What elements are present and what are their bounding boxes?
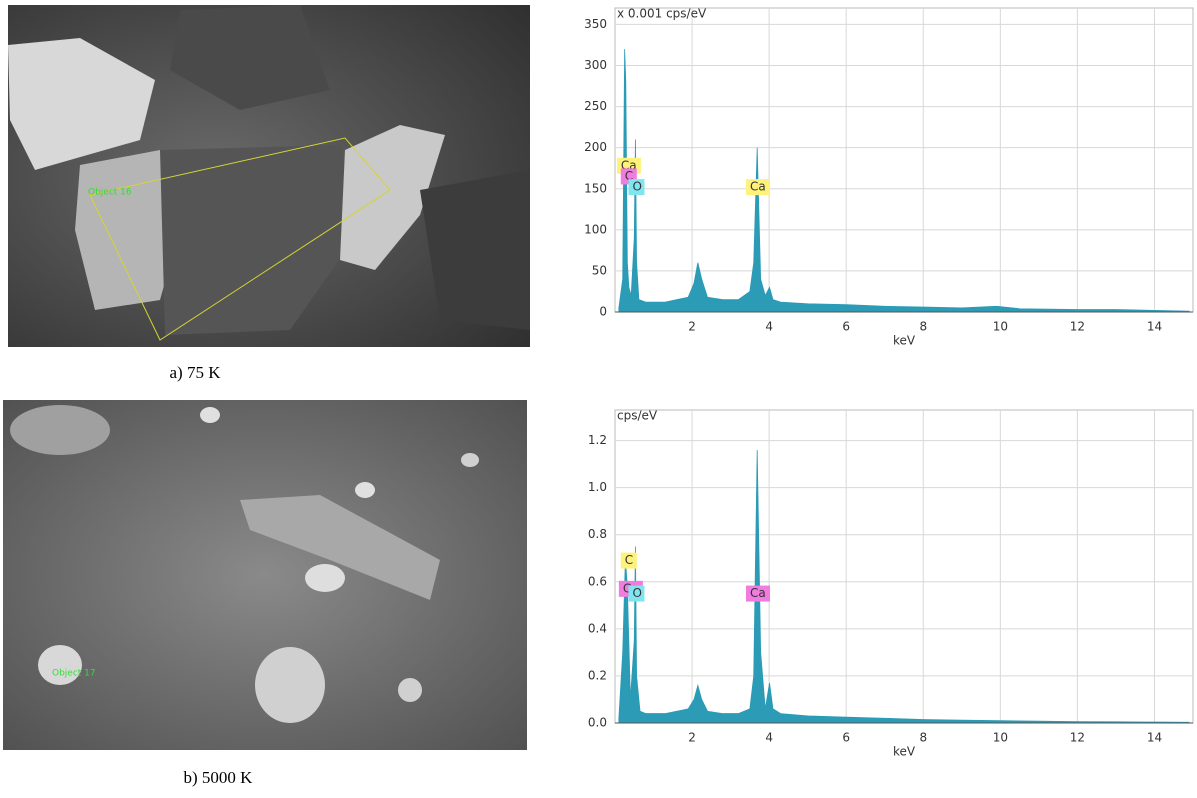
y-tick-label: 200 [584, 140, 607, 154]
y-tick-label: 0.0 [588, 716, 607, 730]
x-axis-label: keV [893, 745, 916, 759]
x-tick-label: 6 [842, 731, 850, 745]
y-tick-label: 0.4 [588, 621, 607, 635]
x-axis-label: keV [893, 334, 916, 348]
x-tick-label: 10 [993, 731, 1008, 745]
y-tick-label: 1.0 [588, 480, 607, 494]
x-tick-label: 12 [1070, 320, 1085, 334]
y-tick-label: 0 [599, 305, 607, 319]
plot-area [615, 8, 1193, 312]
y-axis-label: cps/eV [617, 409, 658, 423]
y-tick-label: 0.6 [588, 574, 607, 588]
sem-image: Object 17 [3, 400, 527, 750]
y-tick-label: 1.2 [588, 433, 607, 447]
y-tick-label: 250 [584, 99, 607, 113]
sem-image: Object 16 [8, 5, 530, 347]
annotation: Ca [750, 180, 766, 194]
figure: Object 16 a) 75 K Object 17 b) 5000 K 0 5… [0, 0, 1197, 794]
y-tick-label: 50 [592, 263, 607, 277]
x-tick-label: 4 [765, 320, 773, 334]
image-label: Object 17 [52, 669, 96, 679]
x-tick-label: 8 [919, 320, 927, 334]
x-tick-label: 12 [1070, 731, 1085, 745]
caption: b) 5000 K [184, 768, 254, 787]
y-tick-label: 150 [584, 181, 607, 195]
caption: a) 75 K [170, 363, 222, 382]
annotation: C [625, 553, 633, 567]
image-label: Object 16 [88, 188, 132, 198]
x-tick-label: 8 [919, 731, 927, 745]
annotation: O [632, 586, 641, 600]
annotation: Ca [750, 586, 766, 600]
y-axis-label: x 0.001 cps/eV [617, 7, 707, 21]
x-tick-label: 2 [688, 731, 696, 745]
x-tick-label: 2 [688, 320, 696, 334]
y-tick-label: 100 [584, 222, 607, 236]
y-tick-label: 0.2 [588, 668, 607, 682]
x-tick-label: 14 [1147, 731, 1162, 745]
x-tick-label: 14 [1147, 320, 1162, 334]
y-tick-label: 350 [584, 17, 607, 31]
annotation: O [632, 180, 641, 194]
x-tick-label: 6 [842, 320, 850, 334]
x-tick-label: 4 [765, 731, 773, 745]
y-tick-label: 300 [584, 58, 607, 72]
x-tick-label: 10 [993, 320, 1008, 334]
y-tick-label: 0.8 [588, 527, 607, 541]
